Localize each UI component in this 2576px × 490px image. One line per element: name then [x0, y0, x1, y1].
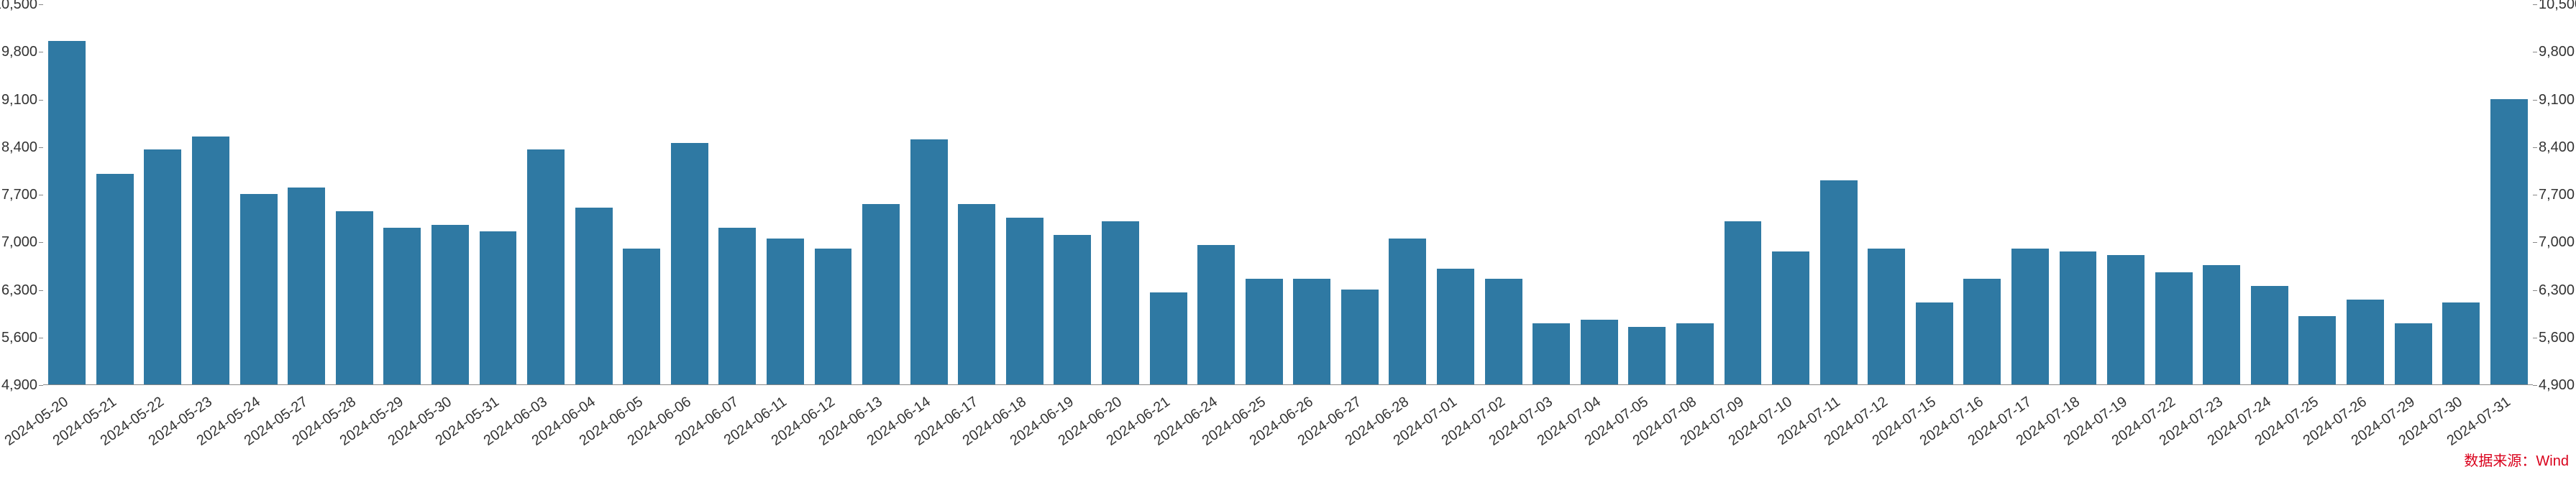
y-tick-label-left: 7,700: [1, 188, 37, 202]
y-tick-label-left: 7,000: [1, 235, 37, 249]
bar: [1581, 320, 1618, 384]
y-tick-mark: [2533, 385, 2537, 386]
bar: [1102, 221, 1139, 384]
bar: [1246, 279, 1283, 384]
bar: [1006, 218, 1043, 384]
bar: [240, 194, 278, 384]
bar: [336, 211, 373, 384]
bar: [480, 231, 517, 384]
bar: [288, 188, 325, 384]
bar: [1963, 279, 2001, 384]
data-source-label: 数据来源：Wind: [2464, 449, 2569, 470]
y-tick-mark: [2533, 290, 2537, 291]
bar: [383, 228, 421, 384]
y-tick-label-right: 4,900: [2539, 378, 2575, 392]
y-tick-mark: [39, 385, 43, 386]
y-tick-mark: [39, 4, 43, 5]
y-tick-label-right: 8,400: [2539, 140, 2575, 154]
y-tick-mark: [2533, 147, 2537, 148]
y-tick-label-right: 5,600: [2539, 330, 2575, 345]
bar: [1150, 292, 1187, 384]
y-tick-mark: [39, 242, 43, 243]
bar: [623, 249, 660, 384]
bar: [575, 208, 613, 384]
bar: [1341, 290, 1379, 385]
bar: [958, 204, 995, 384]
y-tick-label-left: 6,300: [1, 283, 37, 297]
bar: [144, 149, 181, 384]
y-tick-label-left: 8,400: [1, 140, 37, 154]
bar: [2060, 251, 2097, 384]
y-tick-label-left: 10,500: [0, 0, 37, 11]
y-tick-label-left: 5,600: [1, 330, 37, 345]
y-tick-label-right: 6,300: [2539, 283, 2575, 297]
y-tick-label-right: 10,500: [2539, 0, 2576, 11]
y-tick-mark: [2533, 4, 2537, 5]
bar: [2251, 286, 2288, 384]
bar: [1772, 251, 1809, 384]
bar: [862, 204, 900, 384]
y-tick-mark: [39, 100, 43, 101]
bar: [1820, 180, 1858, 384]
plot-area: [43, 4, 2533, 385]
bar: [2011, 249, 2049, 384]
bar: [1533, 323, 1570, 384]
y-tick-mark: [39, 290, 43, 291]
bar: [2395, 323, 2432, 384]
bar: [2155, 272, 2193, 384]
bar: [767, 239, 804, 384]
y-tick-mark: [2533, 100, 2537, 101]
bar: [192, 137, 229, 384]
bar: [2490, 99, 2528, 385]
bars-container: [43, 4, 2533, 384]
bar: [1054, 235, 1091, 384]
bar: [815, 249, 852, 384]
y-tick-label-left: 9,100: [1, 93, 37, 107]
y-tick-mark: [39, 147, 43, 148]
bar: [910, 139, 948, 384]
bar-chart: 数据来源：Wind 4,900 4,900 5,600 5,600 6,300 6,300…: [0, 0, 2576, 471]
y-tick-label-right: 9,800: [2539, 45, 2575, 59]
bar: [527, 149, 565, 384]
y-tick-label-right: 9,100: [2539, 93, 2575, 107]
bar: [1389, 239, 1426, 384]
bar: [431, 225, 469, 384]
bar: [1437, 269, 1474, 384]
bar: [96, 174, 134, 384]
bar: [671, 143, 708, 384]
bar: [1868, 249, 1905, 384]
bar: [2347, 300, 2384, 384]
bar: [1725, 221, 1762, 384]
bar: [2442, 302, 2480, 384]
bar: [1916, 302, 1953, 384]
bar: [1197, 245, 1235, 384]
y-tick-label-right: 7,700: [2539, 188, 2575, 202]
y-tick-label-right: 7,000: [2539, 235, 2575, 249]
y-tick-label-left: 4,900: [1, 378, 37, 392]
bar: [48, 41, 86, 384]
bar: [718, 228, 756, 384]
y-tick-mark: [2533, 242, 2537, 243]
bar: [2203, 265, 2240, 384]
bar: [1293, 279, 1330, 384]
bar: [2298, 316, 2336, 384]
y-tick-label-left: 9,800: [1, 45, 37, 59]
bar: [1628, 327, 1666, 384]
bar: [1485, 279, 1522, 384]
bar: [2107, 255, 2145, 384]
bar: [1676, 323, 1714, 384]
